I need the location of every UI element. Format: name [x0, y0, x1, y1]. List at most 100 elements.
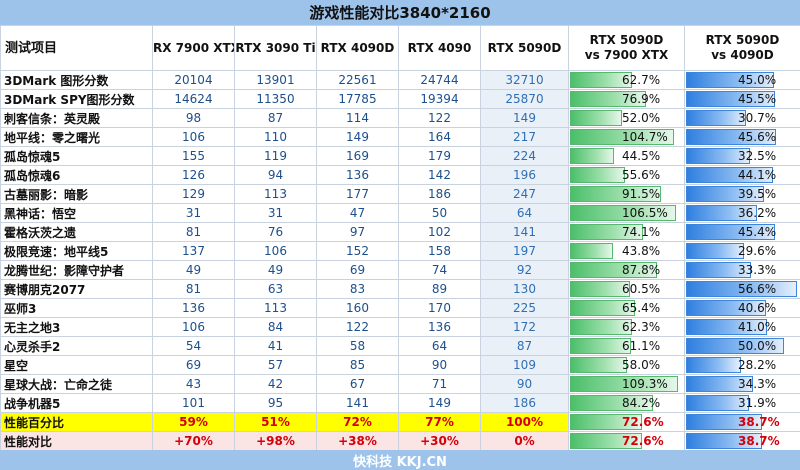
value-cell: 54	[152, 336, 235, 356]
value-cell: 31	[152, 203, 235, 223]
bar-cell-vs-4090d: 32.5%	[684, 146, 800, 166]
bar-vs-7900xtx	[570, 281, 630, 297]
bar-value-label: 29.6%	[738, 244, 777, 258]
value-cell: 94	[234, 165, 317, 185]
value-cell: 130	[480, 279, 569, 299]
value-cell: 58	[316, 336, 399, 356]
table-row: 孤岛惊魂6 126 94 136 142 196 55.6% 44.1%	[0, 165, 800, 185]
value-cell: 0%	[480, 431, 569, 451]
value-cell: 136	[152, 298, 235, 318]
value-cell: 149	[316, 127, 399, 147]
table-row: 性能百分比 59% 51% 72% 77% 100% 72.6% 38.7%	[0, 412, 800, 432]
bar-vs-7900xtx	[570, 243, 613, 259]
value-cell: +38%	[316, 431, 399, 451]
bar-cell-vs-4090d: 45.6%	[684, 127, 800, 147]
bar-vs-4090d	[686, 262, 751, 278]
bar-vs-7900xtx	[570, 167, 625, 183]
bar-cell-vs-7900xtx: 106.5%	[568, 203, 685, 223]
column-header: RTX 4090D	[316, 25, 399, 71]
bar-value-label: 30.7%	[738, 111, 777, 125]
bar-cell-vs-7900xtx: 74.1%	[568, 222, 685, 242]
row-label: 赛博朋克2077	[0, 279, 153, 299]
value-cell: 136	[398, 317, 481, 337]
value-cell: 87	[480, 336, 569, 356]
value-cell: 76	[234, 222, 317, 242]
row-label: 星空	[0, 355, 153, 375]
value-cell: 63	[234, 279, 317, 299]
bar-value-label: 44.1%	[738, 168, 777, 182]
bar-value-label: 43.8%	[622, 244, 661, 258]
value-cell: 142	[398, 165, 481, 185]
bar-value-label: 65.4%	[622, 301, 661, 315]
bar-vs-7900xtx	[570, 224, 643, 240]
bar-vs-7900xtx	[570, 433, 642, 449]
bar-value-label: 41.0%	[738, 320, 777, 334]
value-cell: 90	[480, 374, 569, 394]
bar-vs-4090d	[686, 110, 746, 126]
row-label: 孤岛惊魂5	[0, 146, 153, 166]
bar-vs-4090d	[686, 376, 753, 392]
bar-value-label: 60.5%	[622, 282, 661, 296]
bar-vs-7900xtx	[570, 262, 657, 278]
value-cell: 64	[480, 203, 569, 223]
table-row: 龙腾世纪：影障守护者 49 49 69 74 92 87.8% 33.3%	[0, 260, 800, 280]
bar-cell-vs-7900xtx: 72.6%	[568, 431, 685, 451]
value-cell: 102	[398, 222, 481, 242]
value-cell: 92	[480, 260, 569, 280]
value-cell: 47	[316, 203, 399, 223]
bar-vs-4090d	[686, 357, 741, 373]
bar-vs-4090d	[686, 338, 784, 354]
value-cell: 186	[480, 393, 569, 413]
value-cell: 90	[398, 355, 481, 375]
bar-vs-7900xtx	[570, 72, 632, 88]
bar-value-label: 31.9%	[738, 396, 777, 410]
value-cell: 113	[234, 184, 317, 204]
value-cell: 196	[480, 165, 569, 185]
bar-value-label: 33.3%	[738, 263, 777, 277]
bar-value-label: 38.7%	[738, 415, 780, 429]
value-cell: 14624	[152, 89, 235, 109]
bar-vs-7900xtx	[570, 300, 635, 316]
bar-vs-4090d	[686, 72, 774, 88]
column-header-text: RX 7900 XTX	[153, 40, 235, 55]
bar-cell-vs-4090d: 38.7%	[684, 412, 800, 432]
value-cell: 89	[398, 279, 481, 299]
value-cell: 98	[152, 108, 235, 128]
bar-vs-7900xtx	[570, 414, 642, 430]
bar-cell-vs-7900xtx: 58.0%	[568, 355, 685, 375]
row-label: 孤岛惊魂6	[0, 165, 153, 185]
bar-vs-4090d	[686, 167, 773, 183]
value-cell: 64	[398, 336, 481, 356]
value-cell: 49	[152, 260, 235, 280]
bar-cell-vs-7900xtx: 52.0%	[568, 108, 685, 128]
bar-vs-7900xtx	[570, 395, 653, 411]
value-cell: 67	[316, 374, 399, 394]
bar-value-label: 62.7%	[622, 73, 661, 87]
value-cell: 20104	[152, 70, 235, 90]
value-cell: 85	[316, 355, 399, 375]
table-row: 古墓丽影：暗影 129 113 177 186 247 91.5% 39.5%	[0, 184, 800, 204]
bar-cell-vs-7900xtx: 109.3%	[568, 374, 685, 394]
value-cell: 247	[480, 184, 569, 204]
column-header-text: vs 7900 XTX	[584, 48, 669, 62]
row-label: 极限竞速：地平线5	[0, 241, 153, 261]
bar-value-label: 87.8%	[622, 263, 661, 277]
table-row: 巫师3 136 113 160 170 225 65.4% 40.6%	[0, 298, 800, 318]
column-header-text: RTX 5090D	[487, 40, 562, 55]
row-label: 战争机器5	[0, 393, 153, 413]
value-cell: 81	[152, 279, 235, 299]
bar-cell-vs-7900xtx: 61.1%	[568, 336, 685, 356]
value-cell: 17785	[316, 89, 399, 109]
value-cell: 72%	[316, 412, 399, 432]
value-cell: 179	[398, 146, 481, 166]
bar-value-label: 72.6%	[622, 434, 664, 448]
value-cell: 100%	[480, 412, 569, 432]
bar-value-label: 36.2%	[738, 206, 777, 220]
bar-value-label: 52.0%	[622, 111, 661, 125]
value-cell: 106	[234, 241, 317, 261]
bar-value-label: 45.6%	[738, 130, 777, 144]
value-cell: 155	[152, 146, 235, 166]
value-cell: 97	[316, 222, 399, 242]
value-cell: 95	[234, 393, 317, 413]
